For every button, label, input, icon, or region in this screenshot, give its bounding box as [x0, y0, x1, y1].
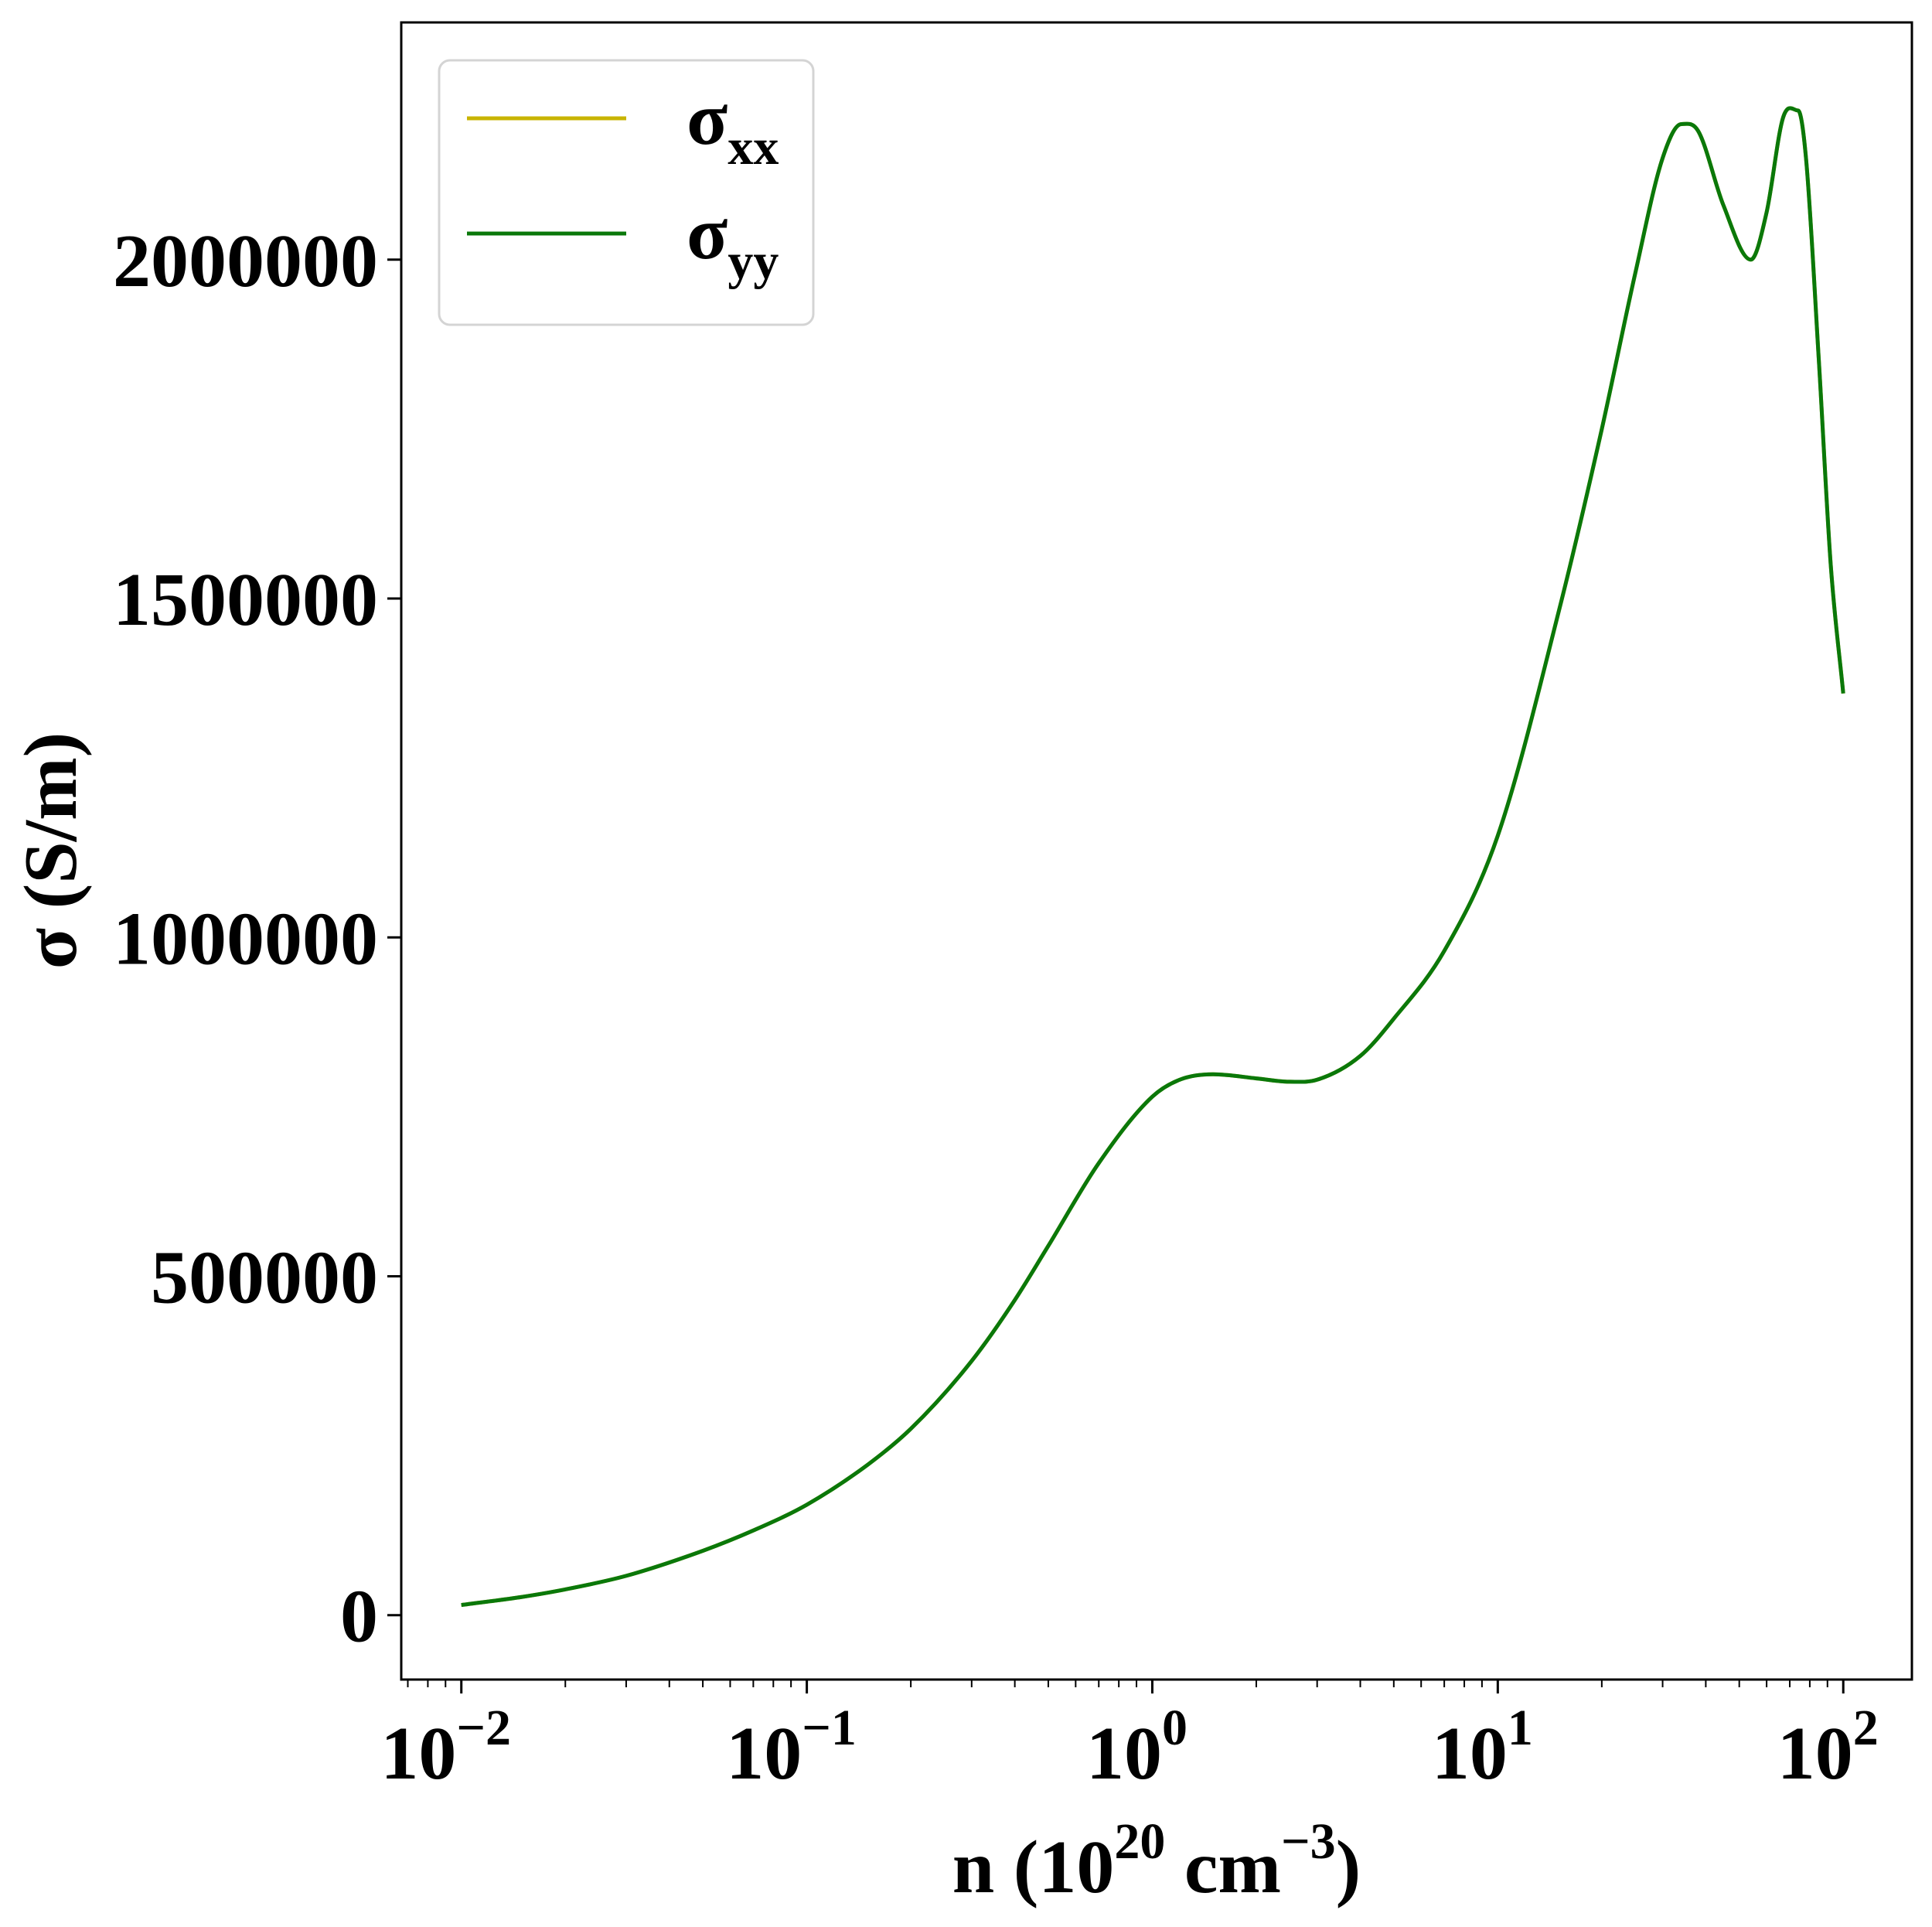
x-tick-label-exponent: −2 — [456, 1700, 511, 1756]
x-tick-label-exponent: −1 — [802, 1700, 857, 1756]
x-axis-title: n (1020 cm−3) — [952, 1813, 1361, 1909]
x-tick-label-exponent: 1 — [1508, 1700, 1533, 1756]
legend-label-sigma-xx-sub: xx — [727, 119, 779, 176]
x-tick-label: 101 — [1432, 1700, 1533, 1796]
x-tick-label-base: 10 — [1086, 1712, 1162, 1796]
x-axis-title-unit: cm — [1165, 1826, 1281, 1909]
x-tick-label: 102 — [1777, 1700, 1879, 1796]
x-axis: 10−2 10−1 100 101 102 — [380, 1680, 1879, 1796]
legend-label-sigma-xx-main: σ — [687, 77, 727, 161]
legend: σxx σyy — [438, 59, 815, 326]
x-tick-label-base: 10 — [1432, 1712, 1508, 1796]
legend-label-sigma-yy: σyy — [687, 192, 779, 290]
x-axis-title-close: ) — [1336, 1826, 1361, 1909]
y-tick-label: 2000000 — [113, 220, 378, 303]
x-tick-label-exponent: 0 — [1162, 1700, 1187, 1756]
legend-label-sigma-yy-main: σ — [687, 192, 727, 275]
x-tick-label: 10−1 — [726, 1700, 857, 1796]
plot-frame — [400, 21, 1913, 1681]
x-axis-title-unit-exponent: −3 — [1281, 1813, 1336, 1870]
x-axis-title-base: n (10 — [952, 1826, 1115, 1909]
y-tick-label: 0 — [340, 1575, 378, 1659]
legend-box — [438, 59, 815, 326]
legend-label-sigma-xx: σxx — [687, 77, 779, 176]
y-tick-label: 1000000 — [113, 897, 378, 981]
x-tick-label-exponent: 2 — [1853, 1700, 1879, 1756]
x-tick-label: 10−2 — [380, 1700, 511, 1796]
x-tick-label-base: 10 — [726, 1712, 802, 1796]
x-axis-title-exponent: 20 — [1114, 1813, 1165, 1870]
y-axis: 0 500000 1000000 1500000 2000000 — [113, 220, 401, 1659]
series-lines — [461, 106, 1845, 1608]
x-tick-label: 100 — [1086, 1700, 1187, 1796]
y-axis-title: σ (S/m) — [9, 732, 93, 969]
series-line-sigma-yy — [461, 106, 1845, 1608]
legend-label-sigma-yy-sub: yy — [727, 234, 779, 290]
x-tick-label-base: 10 — [380, 1712, 456, 1796]
y-tick-label: 1500000 — [113, 558, 378, 642]
y-tick-label: 500000 — [151, 1236, 378, 1319]
x-tick-label-base: 10 — [1777, 1712, 1853, 1796]
plot-area — [400, 21, 1913, 1681]
